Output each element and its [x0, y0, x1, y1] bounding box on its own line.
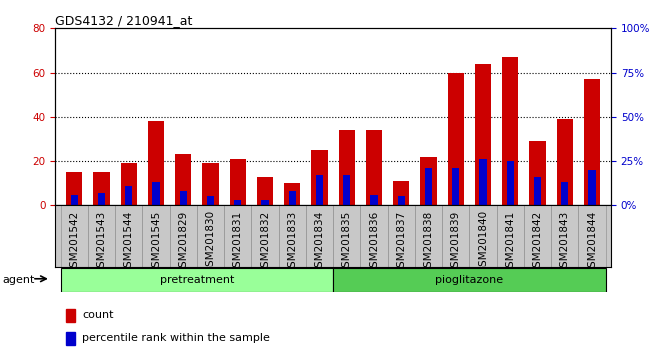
Text: GSM201544: GSM201544	[124, 210, 134, 274]
Bar	[415, 205, 442, 267]
Text: pioglitazone: pioglitazone	[436, 275, 503, 285]
Text: GSM201830: GSM201830	[205, 210, 216, 273]
Text: GSM201840: GSM201840	[478, 210, 488, 273]
Text: GSM201841: GSM201841	[505, 210, 515, 274]
Text: GSM201542: GSM201542	[70, 210, 79, 274]
Bar	[534, 177, 541, 205]
Text: GSM201831: GSM201831	[233, 210, 243, 274]
Bar	[442, 205, 469, 267]
Bar	[366, 130, 382, 205]
Bar	[207, 196, 215, 205]
Bar	[370, 195, 378, 205]
Bar	[333, 205, 360, 267]
Text: GSM201833: GSM201833	[287, 210, 297, 274]
Bar	[551, 205, 578, 267]
Bar	[452, 168, 460, 205]
Bar	[279, 205, 306, 267]
Bar	[588, 170, 595, 205]
Bar	[502, 57, 519, 205]
Bar	[125, 186, 133, 205]
Text: percentile rank within the sample: percentile rank within the sample	[82, 333, 270, 343]
Bar	[578, 205, 606, 267]
Bar	[343, 175, 350, 205]
Text: GSM201834: GSM201834	[315, 210, 324, 274]
Bar	[339, 130, 355, 205]
Bar	[202, 163, 218, 205]
Bar	[115, 205, 142, 267]
Bar	[529, 141, 545, 205]
Bar	[252, 205, 279, 267]
Bar	[360, 205, 387, 267]
FancyBboxPatch shape	[333, 268, 606, 292]
Text: GSM201838: GSM201838	[423, 210, 434, 274]
Bar	[469, 205, 497, 267]
Bar	[229, 159, 246, 205]
Bar	[98, 193, 105, 205]
Bar	[311, 150, 328, 205]
Bar	[179, 191, 187, 205]
Text: GSM201829: GSM201829	[178, 210, 188, 274]
Text: GSM201839: GSM201839	[450, 210, 461, 274]
Bar	[584, 79, 600, 205]
Bar	[387, 205, 415, 267]
Bar	[88, 205, 115, 267]
Text: agent: agent	[2, 275, 34, 285]
Bar	[398, 196, 405, 205]
Bar	[170, 205, 197, 267]
Text: GSM201835: GSM201835	[342, 210, 352, 274]
Bar	[306, 205, 333, 267]
Text: pretreatment: pretreatment	[160, 275, 234, 285]
Bar	[66, 309, 75, 322]
Bar	[506, 161, 514, 205]
Bar	[425, 168, 432, 205]
Bar	[234, 200, 241, 205]
Text: GDS4132 / 210941_at: GDS4132 / 210941_at	[55, 14, 192, 27]
Bar	[257, 177, 273, 205]
Bar	[289, 191, 296, 205]
Bar	[66, 172, 83, 205]
Bar	[175, 154, 192, 205]
Text: GSM201545: GSM201545	[151, 210, 161, 274]
Bar	[197, 205, 224, 267]
Text: GSM201837: GSM201837	[396, 210, 406, 274]
Bar	[479, 159, 487, 205]
Bar	[561, 182, 568, 205]
Bar	[497, 205, 524, 267]
Bar	[66, 332, 75, 345]
Text: GSM201843: GSM201843	[560, 210, 569, 274]
Bar	[152, 182, 160, 205]
Text: GSM201842: GSM201842	[532, 210, 543, 274]
Bar	[421, 156, 437, 205]
Bar	[71, 195, 78, 205]
Text: GSM201543: GSM201543	[97, 210, 107, 274]
Bar	[261, 200, 268, 205]
Bar	[94, 172, 110, 205]
Bar	[474, 64, 491, 205]
Bar	[142, 205, 170, 267]
Bar	[224, 205, 252, 267]
Text: count: count	[82, 310, 114, 320]
Text: GSM201832: GSM201832	[260, 210, 270, 274]
Bar	[556, 119, 573, 205]
FancyBboxPatch shape	[60, 268, 333, 292]
Bar	[148, 121, 164, 205]
Bar	[316, 175, 323, 205]
Bar	[524, 205, 551, 267]
Bar	[284, 183, 300, 205]
Text: GSM201844: GSM201844	[587, 210, 597, 274]
Bar	[448, 73, 464, 205]
Bar	[60, 205, 88, 267]
Text: GSM201836: GSM201836	[369, 210, 379, 274]
Bar	[121, 163, 137, 205]
Bar	[393, 181, 410, 205]
